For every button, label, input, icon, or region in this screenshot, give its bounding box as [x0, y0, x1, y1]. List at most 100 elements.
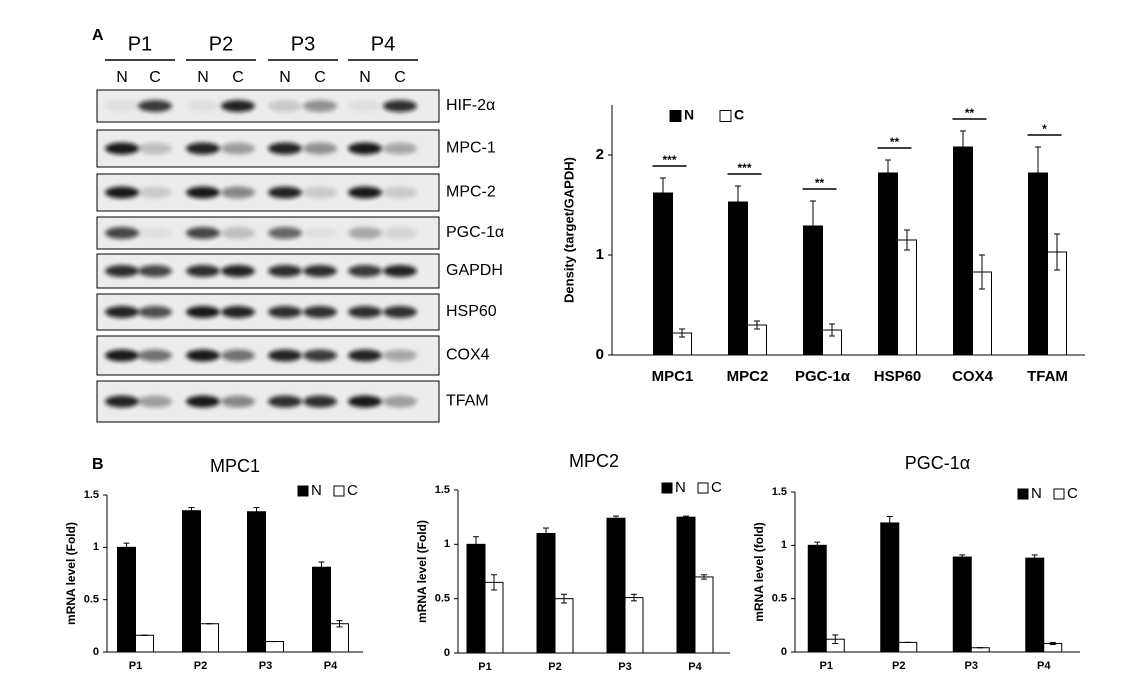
blot-band	[303, 395, 337, 408]
bar	[247, 511, 266, 653]
legend-swatch	[719, 110, 732, 122]
bar	[536, 532, 556, 654]
blot-band	[383, 395, 417, 408]
error-bar	[1054, 233, 1060, 271]
blot-band	[105, 100, 139, 112]
x-tick-label: P4	[1037, 660, 1051, 672]
blot-band	[268, 186, 302, 199]
y-tick-label: 0.5	[435, 593, 450, 605]
legend-swatch	[661, 482, 673, 494]
blot-band	[268, 306, 302, 318]
x-tick-label: P2	[892, 660, 905, 672]
bar	[898, 641, 918, 653]
error-bar	[960, 130, 966, 164]
error-bar	[543, 527, 549, 540]
bar	[953, 146, 973, 356]
legend-label: N	[311, 482, 322, 499]
blot-band	[186, 100, 220, 112]
chart-title: MPC2	[569, 451, 619, 471]
blot-band	[138, 265, 172, 277]
significance-label: *	[1042, 122, 1047, 136]
blot-band	[383, 100, 417, 112]
group-label: P1	[128, 33, 152, 55]
x-tick-label: MPC2	[727, 368, 769, 385]
blot-band	[138, 142, 172, 155]
legend-swatch	[333, 485, 345, 497]
blot-band	[221, 186, 255, 199]
blot-band	[303, 142, 337, 155]
error-bar	[810, 200, 816, 252]
error-bar	[904, 229, 910, 251]
legend-swatch	[1017, 488, 1029, 500]
blot-band	[383, 265, 417, 277]
legend-label: N	[1031, 485, 1042, 502]
blot-band	[348, 186, 382, 199]
significance-label: ***	[737, 161, 751, 175]
blot-band	[186, 395, 220, 408]
protein-label: GAPDH	[446, 262, 503, 279]
y-tick-label: 1.5	[435, 484, 450, 496]
error-bar	[336, 620, 343, 628]
y-tick-label: 1	[781, 539, 787, 551]
blot-band	[138, 349, 172, 362]
legend-swatch	[669, 110, 682, 122]
blot-band	[138, 227, 172, 239]
x-tick-label: P4	[324, 660, 338, 672]
blot-band	[383, 142, 417, 155]
y-tick-label: 0.5	[772, 593, 787, 605]
y-tick-label: 0	[596, 346, 604, 363]
x-tick-label: P2	[548, 661, 561, 673]
x-tick-label: P3	[259, 660, 272, 672]
legend-label: N	[675, 479, 686, 496]
protein-label: PGC-1α	[446, 224, 504, 241]
y-tick-label: 0	[93, 646, 99, 658]
significance-label: **	[815, 176, 825, 190]
y-tick-label: 2	[596, 146, 604, 163]
y-tick-label: 1.5	[772, 486, 787, 498]
y-tick-label: 0	[444, 647, 450, 659]
error-bar	[473, 536, 479, 553]
blot-band	[105, 227, 139, 239]
blot-band	[303, 100, 337, 112]
x-tick-label: HSP60	[874, 368, 922, 385]
y-axis-label: mRNA level (fold)	[752, 522, 766, 622]
bar	[312, 566, 331, 653]
blot-band	[186, 265, 220, 277]
error-bar	[561, 593, 567, 604]
blot-band	[186, 306, 220, 318]
error-bar	[318, 561, 325, 573]
lane-label: C	[232, 69, 244, 86]
protein-label: HSP60	[446, 303, 497, 320]
significance-label: ***	[662, 153, 676, 167]
blot-band	[303, 227, 337, 239]
group-label: P4	[371, 33, 395, 55]
y-tick-label: 0	[781, 646, 787, 658]
bar	[554, 598, 574, 654]
bar	[1025, 557, 1045, 653]
blot-band	[348, 227, 382, 239]
blot-band	[105, 349, 139, 362]
lane-label: N	[116, 69, 128, 86]
legend-label: C	[711, 479, 722, 496]
blot-band	[268, 265, 302, 277]
bar	[330, 623, 349, 653]
blot-band	[138, 306, 172, 318]
bar	[135, 634, 154, 653]
blot-band	[138, 100, 172, 112]
lane-label: N	[197, 69, 209, 86]
error-bar	[1035, 146, 1041, 200]
y-tick-label: 1	[93, 541, 99, 553]
legend-swatch	[697, 482, 709, 494]
blot-band	[348, 349, 382, 362]
blot-band	[138, 186, 172, 199]
blot-band	[105, 306, 139, 318]
blot-band	[303, 265, 337, 277]
blot-band	[268, 349, 302, 362]
error-bar	[701, 574, 707, 580]
error-bar	[631, 593, 637, 602]
protein-label: TFAM	[446, 393, 489, 410]
blot-band	[268, 395, 302, 408]
protein-label: MPC-1	[446, 140, 496, 157]
bar	[653, 192, 673, 356]
